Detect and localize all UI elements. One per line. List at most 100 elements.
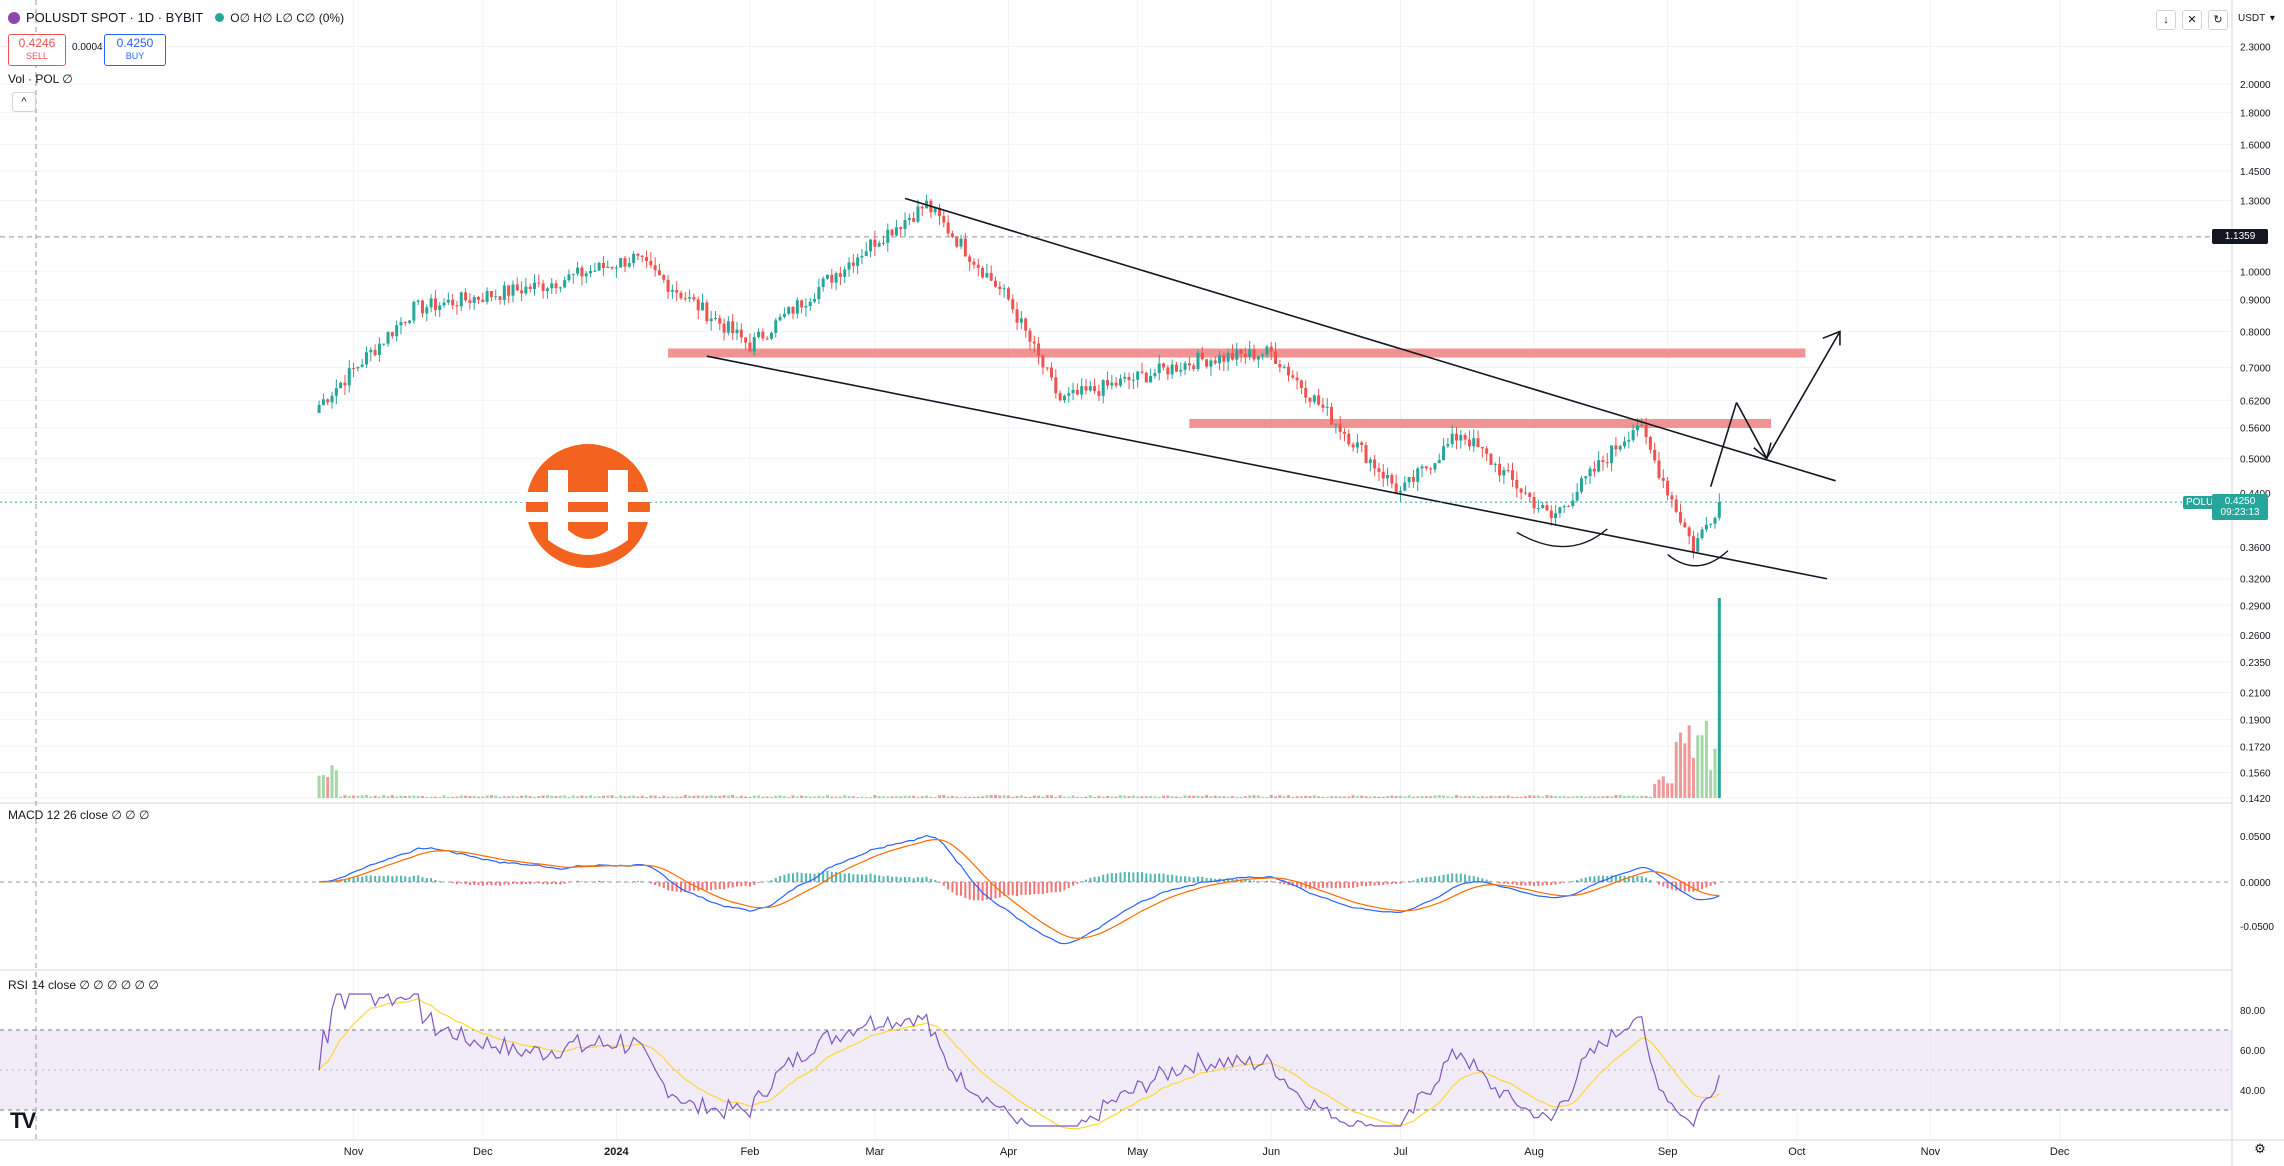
volume-bar <box>1243 796 1247 798</box>
volume-bar <box>830 796 834 798</box>
volume-bar <box>1312 795 1316 798</box>
candle-body <box>1683 522 1687 528</box>
volume-bar <box>675 796 679 798</box>
price-axis-label: 0.1720 <box>2240 742 2271 753</box>
candle-body <box>511 284 515 296</box>
currency-label: USDT <box>2238 13 2266 24</box>
candle-body <box>1476 438 1480 448</box>
volume-bar <box>1398 795 1402 798</box>
macd-indicator-label[interactable]: MACD 12 26 close ∅ ∅ ∅ <box>8 808 150 822</box>
macd-histogram-bar <box>399 875 402 882</box>
candle-body <box>994 280 998 287</box>
macd-histogram-bar <box>490 882 493 886</box>
volume-bar <box>1498 795 1502 798</box>
macd-histogram-bar <box>1399 882 1402 884</box>
volume-bar <box>408 795 412 798</box>
volume-bar <box>1067 796 1071 798</box>
volume-bar <box>1351 795 1355 798</box>
candle-body <box>347 368 351 386</box>
candle-body <box>640 255 644 258</box>
candle-body <box>1575 491 1579 501</box>
candle-body <box>653 265 657 271</box>
volume-bar <box>1278 795 1282 798</box>
fullscreen-button[interactable]: ✕ <box>2182 10 2202 30</box>
grid-lines <box>0 0 2232 1140</box>
volume-bar <box>1592 796 1596 798</box>
macd-histogram-bar <box>1498 882 1501 884</box>
symbol-title[interactable]: POLUSDT SPOT · 1D · BYBIT <box>26 10 204 25</box>
volume-bar <box>364 795 368 798</box>
currency-selector[interactable]: USDT ▾ <box>2238 10 2276 28</box>
volume-bar <box>813 796 817 798</box>
settings-gear-button[interactable]: ⚙ <box>2252 1141 2268 1157</box>
volume-indicator-label[interactable]: Vol · POL ∅ <box>8 72 73 86</box>
volume-bar <box>1149 796 1153 798</box>
candle-body <box>1437 460 1441 464</box>
buy-button[interactable]: 0.4250 BUY <box>104 34 166 66</box>
rsi-indicator-label[interactable]: RSI 14 close ∅ ∅ ∅ ∅ ∅ ∅ <box>8 978 159 992</box>
macd-histogram-bar <box>835 872 838 882</box>
volume-bar <box>722 795 726 798</box>
trendline-drawings[interactable] <box>706 197 1841 580</box>
crosshair-price: 1.1359 <box>2224 231 2256 242</box>
candle-body <box>907 218 911 221</box>
macd-histogram-bar <box>822 871 825 882</box>
candle-body <box>726 321 730 333</box>
scroll-down-button[interactable]: ↓ <box>2156 10 2176 30</box>
volume-bar <box>937 795 941 798</box>
volume-bar <box>1364 796 1368 798</box>
macd-histogram-bar <box>1528 882 1531 886</box>
macd-histogram-bar <box>369 875 372 882</box>
candle-body <box>1717 502 1721 518</box>
volume-bar <box>1368 796 1372 798</box>
sell-button[interactable]: 0.4246 SELL <box>8 34 66 66</box>
volume-bar <box>739 795 743 798</box>
candle-body <box>1166 367 1170 375</box>
candle-body <box>545 288 549 292</box>
candle-body <box>597 262 601 271</box>
volume-bar <box>1416 796 1420 798</box>
symbol-legend[interactable]: POLUSDT SPOT · 1D · BYBIT O∅ H∅ L∅ C∅ (0… <box>8 10 344 25</box>
candle-body <box>718 318 722 324</box>
collapse-legend-button[interactable]: ^ <box>12 92 36 112</box>
volume-bar <box>1381 796 1385 798</box>
tradingview-logo[interactable]: TV <box>10 1108 36 1133</box>
expand-icon: ✕ <box>2187 14 2197 26</box>
volume-bar <box>1390 795 1394 798</box>
macd-histogram-bar <box>589 881 592 882</box>
volume-bar <box>1196 795 1200 798</box>
candle-body <box>623 258 627 267</box>
volume-bar <box>696 795 700 798</box>
time-axis-label: Jul <box>1393 1146 1407 1158</box>
macd-histogram-bar <box>1214 878 1217 882</box>
volume-bar <box>890 796 894 798</box>
logo-mark <box>548 470 628 555</box>
candle-body <box>502 285 506 300</box>
candle-body <box>688 297 692 299</box>
volume-bar <box>326 777 330 798</box>
macd-histogram-bar <box>636 881 639 882</box>
macd-histogram-bar <box>710 882 713 891</box>
time-axis-label: Jun <box>1262 1146 1280 1158</box>
macd-histogram-bar <box>899 877 902 882</box>
macd-histogram-bar <box>1692 882 1695 892</box>
candle-body <box>1075 389 1079 395</box>
candle-body <box>769 332 773 339</box>
volume-bar <box>330 765 334 798</box>
macd-histogram-bar <box>869 873 872 882</box>
macd-histogram-bar <box>460 882 463 884</box>
candle-body <box>1597 460 1601 472</box>
candle-body <box>765 338 769 340</box>
volume-bar <box>692 795 696 798</box>
macd-histogram-bar <box>916 877 919 882</box>
reset-button[interactable]: ↻ <box>2208 10 2228 30</box>
macd-histogram-bar <box>395 875 398 882</box>
macd-histogram-bar <box>352 876 355 882</box>
macd-histogram-bar <box>947 882 950 890</box>
macd-histogram-bar <box>886 875 889 882</box>
volume-bar <box>1523 796 1527 798</box>
macd-histogram-bar <box>1020 882 1023 896</box>
volume-bar <box>912 795 916 798</box>
candle-body <box>1334 424 1338 426</box>
